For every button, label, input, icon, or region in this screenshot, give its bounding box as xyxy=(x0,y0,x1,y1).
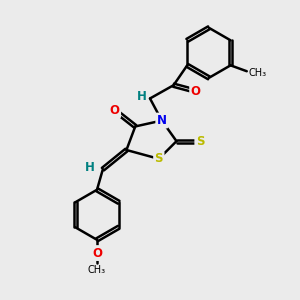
Text: O: O xyxy=(92,247,102,260)
Text: S: S xyxy=(196,135,204,148)
Text: H: H xyxy=(85,161,94,174)
Text: H: H xyxy=(137,90,147,103)
Text: CH₃: CH₃ xyxy=(88,265,106,275)
Text: CH₃: CH₃ xyxy=(248,68,266,78)
Text: O: O xyxy=(110,104,120,117)
Text: S: S xyxy=(154,152,163,165)
Text: N: N xyxy=(157,114,167,127)
Text: O: O xyxy=(190,85,201,98)
